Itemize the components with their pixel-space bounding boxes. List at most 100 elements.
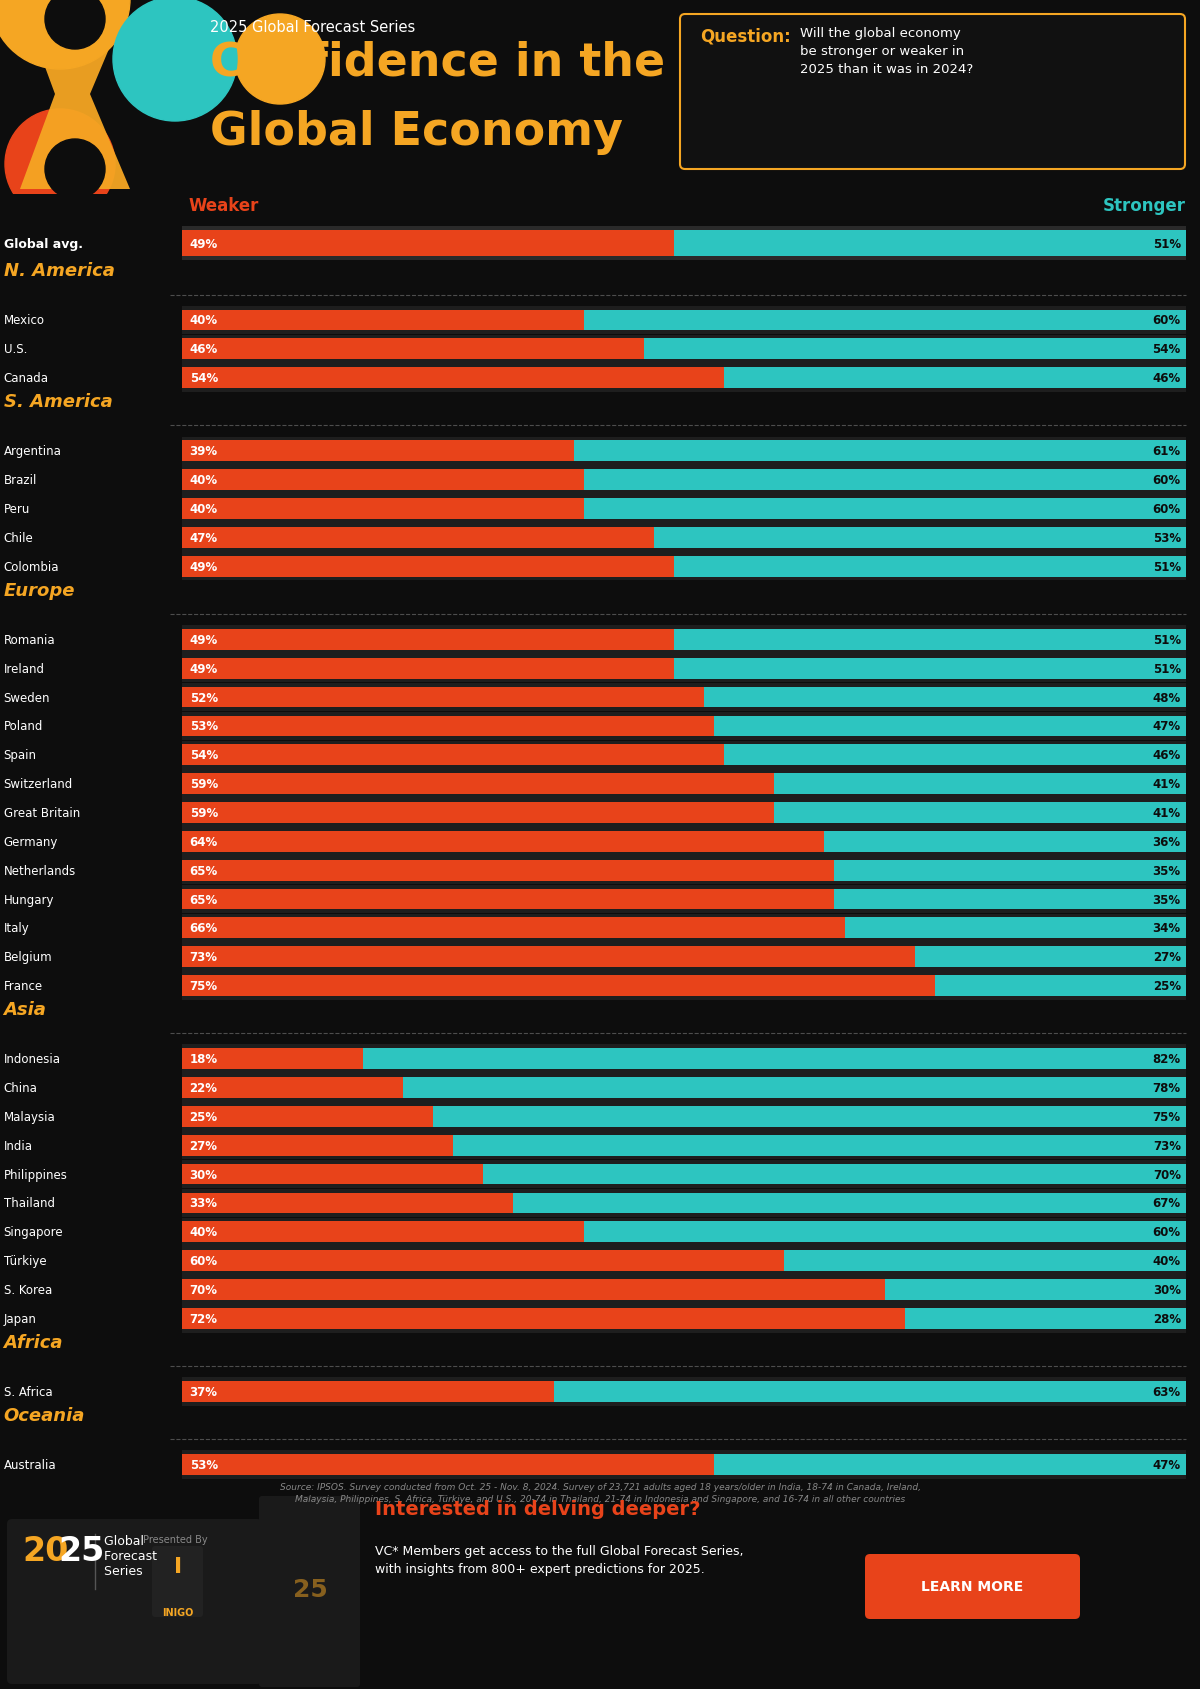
Bar [583, 498, 1186, 520]
Bar [182, 976, 935, 997]
Text: Hungary: Hungary [4, 893, 54, 905]
Text: S. America: S. America [4, 394, 113, 410]
Text: 41%: 41% [1153, 806, 1181, 819]
FancyBboxPatch shape [182, 770, 1186, 799]
FancyBboxPatch shape [182, 466, 1186, 495]
Text: 49%: 49% [190, 662, 218, 676]
Text: 54%: 54% [190, 748, 218, 762]
Circle shape [5, 110, 115, 220]
FancyBboxPatch shape [182, 828, 1186, 856]
Text: Belgium: Belgium [4, 951, 53, 964]
Text: 46%: 46% [190, 343, 218, 356]
Text: 40%: 40% [1153, 1255, 1181, 1267]
Text: Canada: Canada [4, 372, 48, 385]
FancyBboxPatch shape [182, 885, 1186, 914]
Text: 30%: 30% [190, 1167, 217, 1181]
Bar [182, 687, 704, 708]
Bar [182, 1192, 514, 1214]
FancyBboxPatch shape [182, 1275, 1186, 1304]
Text: 18%: 18% [190, 1052, 217, 1066]
Text: 53%: 53% [190, 1458, 217, 1471]
Circle shape [113, 0, 238, 122]
Text: 51%: 51% [1153, 662, 1181, 676]
Text: 25%: 25% [190, 1110, 217, 1123]
Bar [935, 976, 1186, 997]
Bar [182, 1250, 785, 1272]
Text: 49%: 49% [190, 633, 218, 647]
Bar [774, 802, 1186, 823]
Text: China: China [4, 1081, 37, 1094]
Bar [484, 1164, 1186, 1184]
Text: Türkiye: Türkiye [4, 1255, 47, 1267]
Text: Question:: Question: [700, 27, 791, 46]
Text: Europe: Europe [4, 581, 76, 600]
Text: Source: IPSOS. Survey conducted from Oct. 25 - Nov. 8, 2024. Survey of 23,721 ad: Source: IPSOS. Survey conducted from Oct… [280, 1483, 920, 1503]
Bar [674, 659, 1186, 679]
Circle shape [46, 140, 106, 199]
Bar [182, 745, 724, 765]
Bar [845, 917, 1186, 939]
Text: 36%: 36% [1153, 836, 1181, 848]
Text: 78%: 78% [1153, 1081, 1181, 1094]
FancyBboxPatch shape [182, 655, 1186, 682]
Text: France: France [4, 980, 43, 993]
Text: Philippines: Philippines [4, 1167, 67, 1181]
Bar [704, 687, 1186, 708]
Text: 30%: 30% [1153, 1284, 1181, 1295]
Text: I: I [174, 1556, 182, 1576]
Text: 54%: 54% [1152, 343, 1181, 356]
Text: Mexico: Mexico [4, 314, 44, 328]
Bar [182, 339, 644, 360]
Text: INIGO: INIGO [162, 1606, 193, 1616]
Text: 2025 Global Forecast Series: 2025 Global Forecast Series [210, 20, 415, 35]
Text: 20: 20 [22, 1534, 68, 1567]
Bar [834, 888, 1186, 910]
FancyBboxPatch shape [259, 1496, 360, 1687]
FancyBboxPatch shape [182, 1045, 1186, 1073]
Bar [834, 860, 1186, 882]
Text: 27%: 27% [190, 1138, 217, 1152]
Bar [583, 470, 1186, 491]
Bar [182, 1454, 714, 1474]
Bar [674, 630, 1186, 650]
Text: Japan: Japan [4, 1312, 36, 1326]
Text: Peru: Peru [4, 503, 30, 515]
Text: 60%: 60% [190, 1255, 217, 1267]
Text: Indonesia: Indonesia [4, 1052, 60, 1066]
FancyBboxPatch shape [182, 1218, 1186, 1246]
Text: Interested in delving deeper?: Interested in delving deeper? [374, 1500, 701, 1518]
FancyBboxPatch shape [182, 307, 1186, 334]
Bar [674, 556, 1186, 578]
Bar [553, 1382, 1186, 1402]
FancyBboxPatch shape [182, 365, 1186, 394]
Text: 46%: 46% [1152, 748, 1181, 762]
Text: Sweden: Sweden [4, 691, 50, 704]
Text: 40%: 40% [190, 1226, 217, 1238]
Text: India: India [4, 1138, 32, 1152]
Text: Africa: Africa [4, 1333, 64, 1351]
Text: 40%: 40% [190, 314, 217, 328]
Text: Switzerland: Switzerland [4, 777, 73, 790]
Text: 53%: 53% [190, 720, 217, 733]
Bar [182, 1309, 905, 1329]
Text: 35%: 35% [1153, 865, 1181, 877]
FancyBboxPatch shape [182, 495, 1186, 524]
Bar [433, 1106, 1186, 1127]
Bar [182, 1279, 884, 1301]
Text: 60%: 60% [1153, 503, 1181, 515]
Circle shape [46, 0, 106, 51]
Bar [182, 659, 674, 679]
Text: Germany: Germany [4, 836, 58, 848]
Text: 73%: 73% [190, 951, 217, 964]
Text: 28%: 28% [1153, 1312, 1181, 1326]
FancyBboxPatch shape [182, 942, 1186, 971]
Text: Spain: Spain [4, 748, 37, 762]
Text: 39%: 39% [190, 444, 217, 458]
Text: 60%: 60% [1153, 475, 1181, 486]
Text: Malaysia: Malaysia [4, 1110, 55, 1123]
Text: 51%: 51% [1153, 633, 1181, 647]
Text: 27%: 27% [1153, 951, 1181, 964]
Text: U.S.: U.S. [4, 343, 26, 356]
FancyBboxPatch shape [182, 524, 1186, 552]
Text: 60%: 60% [1153, 1226, 1181, 1238]
